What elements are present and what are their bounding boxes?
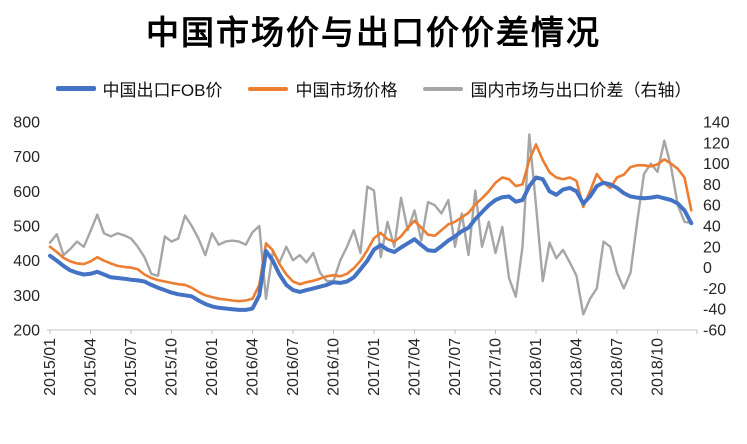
series-line-2 xyxy=(48,133,693,316)
spread-line-swatch-icon xyxy=(423,86,464,91)
x-tick-label: 2015/07 xyxy=(123,338,140,396)
fob-line-swatch-icon xyxy=(55,86,96,91)
x-tick-label: 2018/04 xyxy=(569,338,586,396)
left-axis-tick-label: 600 xyxy=(13,184,40,201)
legend: 中国出口FOB价 中国市场价格 国内市场与出口价差（右轴） xyxy=(0,76,747,101)
x-tick-label: 2018/01 xyxy=(528,338,545,396)
x-tick-label: 2018/07 xyxy=(609,338,626,396)
right-axis-tick-label: -20 xyxy=(703,281,726,298)
x-tick-label: 2016/07 xyxy=(285,338,302,396)
left-axis-tick-label: 700 xyxy=(13,149,40,166)
market-line-swatch-icon xyxy=(248,86,289,91)
right-axis-tick-label: 20 xyxy=(703,239,721,256)
right-axis-tick-label: 120 xyxy=(703,135,730,152)
legend-item-fob: 中国出口FOB价 xyxy=(55,76,223,101)
x-tick-label: 2015/01 xyxy=(42,338,59,396)
legend-item-spread: 国内市场与出口价差（右轴） xyxy=(423,76,691,101)
right-axis-tick-label: -60 xyxy=(703,323,726,340)
x-tick-label: 2018/10 xyxy=(650,338,667,396)
x-tick-label: 2017/04 xyxy=(407,338,424,396)
left-axis-tick-label: 400 xyxy=(13,253,40,270)
right-axis-tick-label: 80 xyxy=(703,177,721,194)
right-axis-tick-label: -40 xyxy=(703,302,726,319)
x-tick-label: 2017/01 xyxy=(366,338,383,396)
right-axis-tick-label: 60 xyxy=(703,198,721,215)
left-axis-tick-label: 800 xyxy=(13,115,40,132)
x-tick-label: 2016/01 xyxy=(204,338,221,396)
legend-label-market: 中国市场价格 xyxy=(295,81,398,100)
x-tick-label: 2017/07 xyxy=(447,338,464,396)
left-axis-tick-label: 200 xyxy=(13,323,40,340)
legend-label-spread: 国内市场与出口价差（右轴） xyxy=(470,81,692,100)
series-line-0 xyxy=(48,175,694,312)
right-axis-tick-label: 140 xyxy=(703,115,730,132)
left-axis-tick-label: 500 xyxy=(13,219,40,236)
x-tick-label: 2015/04 xyxy=(83,338,100,396)
right-axis-tick-label: 100 xyxy=(703,156,730,173)
right-axis-tick-label: 0 xyxy=(703,260,712,277)
legend-item-market: 中国市场价格 xyxy=(248,76,397,101)
series-line-1 xyxy=(48,143,693,303)
x-tick-label: 2016/10 xyxy=(326,338,343,396)
x-tick-label: 2015/10 xyxy=(164,338,181,396)
chart-title: 中国市场价与出口价价差情况 xyxy=(146,14,601,51)
x-tick-label: 2017/10 xyxy=(488,338,505,396)
left-axis-tick-label: 300 xyxy=(13,288,40,305)
right-axis-tick-label: 40 xyxy=(703,219,721,236)
x-tick-label: 2016/04 xyxy=(245,338,262,396)
legend-label-fob: 中国出口FOB价 xyxy=(102,81,223,100)
